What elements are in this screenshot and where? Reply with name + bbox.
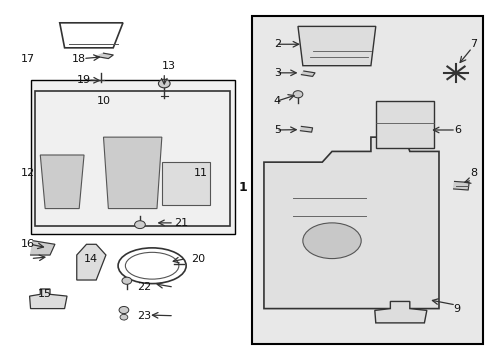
Polygon shape	[96, 53, 113, 59]
Text: 20: 20	[191, 253, 205, 264]
Text: 12: 12	[21, 168, 35, 178]
Polygon shape	[264, 137, 438, 309]
Text: 7: 7	[469, 39, 477, 49]
Text: 1: 1	[238, 181, 246, 194]
Circle shape	[119, 306, 128, 314]
Circle shape	[158, 79, 170, 88]
Polygon shape	[40, 155, 84, 208]
Text: 23: 23	[137, 311, 151, 321]
Ellipse shape	[302, 223, 361, 258]
Text: 11: 11	[193, 168, 207, 178]
Polygon shape	[35, 91, 229, 226]
Polygon shape	[301, 71, 314, 76]
Circle shape	[120, 314, 127, 320]
Text: 3: 3	[273, 68, 281, 78]
Text: 17: 17	[21, 54, 35, 64]
Polygon shape	[30, 289, 67, 309]
Text: 2: 2	[273, 39, 281, 49]
Polygon shape	[30, 241, 55, 255]
Polygon shape	[374, 301, 426, 323]
Text: 15: 15	[38, 289, 52, 299]
Text: 8: 8	[469, 168, 477, 178]
FancyBboxPatch shape	[30, 80, 234, 234]
FancyBboxPatch shape	[375, 102, 433, 148]
Circle shape	[122, 277, 131, 284]
Text: 19: 19	[77, 75, 91, 85]
FancyBboxPatch shape	[162, 162, 210, 205]
Text: 21: 21	[174, 218, 188, 228]
Text: 6: 6	[453, 125, 460, 135]
Text: 4: 4	[273, 96, 281, 107]
FancyBboxPatch shape	[251, 16, 482, 344]
Polygon shape	[77, 244, 106, 280]
Text: 22: 22	[137, 282, 151, 292]
Text: 10: 10	[96, 96, 110, 107]
Text: 13: 13	[162, 61, 176, 71]
Polygon shape	[453, 181, 468, 190]
Polygon shape	[300, 126, 312, 132]
Polygon shape	[297, 26, 375, 66]
Text: 5: 5	[273, 125, 281, 135]
Text: 18: 18	[72, 54, 86, 64]
Text: 9: 9	[453, 303, 460, 314]
Text: 16: 16	[21, 239, 35, 249]
Text: 14: 14	[84, 253, 98, 264]
Circle shape	[292, 91, 302, 98]
Circle shape	[134, 221, 145, 229]
Polygon shape	[103, 137, 162, 208]
